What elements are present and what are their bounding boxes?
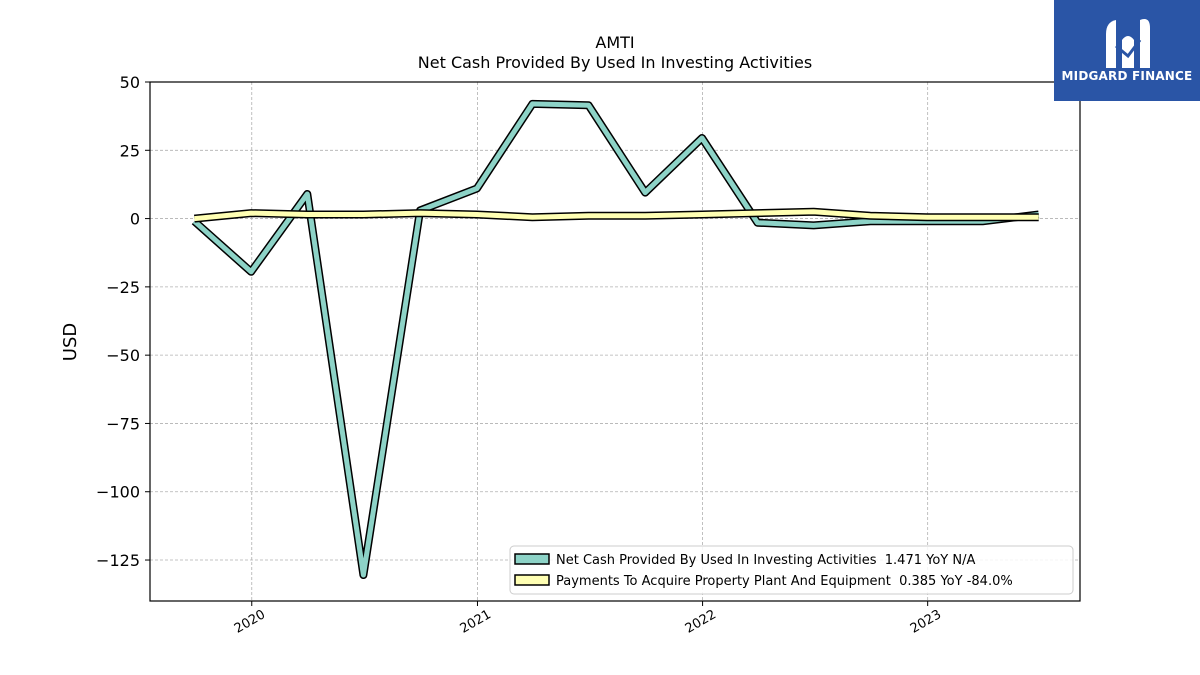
y-axis-label: USD — [60, 323, 81, 361]
brand-logo: MIDGARD FINANCE — [1054, 0, 1200, 101]
y-tick-label: −100 — [96, 483, 140, 502]
series-line-1 — [192, 101, 1040, 578]
series-outline-1 — [191, 99, 1040, 579]
y-tick-label: 25 — [120, 141, 140, 160]
y-tick-label: −125 — [96, 551, 140, 570]
brand-mark-icon — [1106, 19, 1150, 68]
y-tick-label: 50 — [120, 73, 140, 92]
grid-lines — [150, 81, 1080, 601]
plot-frame — [149, 81, 1081, 602]
y-tick-label: 0 — [130, 210, 140, 229]
series-line-2 — [194, 209, 1039, 222]
legend-swatch — [514, 574, 550, 586]
legend-box — [509, 545, 1074, 595]
x-tick-label: 2020 — [232, 607, 268, 637]
y-tick-label: −75 — [106, 414, 140, 433]
legend-label: Payments To Acquire Property Plant And E… — [556, 574, 1013, 589]
y-axis: 50 25 0 −25 −50 −75 −100 −125 — [96, 73, 150, 570]
y-tick-label: −50 — [106, 346, 140, 365]
chart-title: AMTI — [595, 33, 634, 52]
legend-label: Net Cash Provided By Used In Investing A… — [556, 553, 975, 568]
y-tick-label: −25 — [106, 278, 140, 297]
x-tick-label: 2023 — [908, 607, 944, 637]
x-tick-label: 2022 — [683, 607, 719, 637]
legend: Net Cash Provided By Used In Investing A… — [509, 545, 1074, 595]
chart-subtitle: Net Cash Provided By Used In Investing A… — [418, 53, 812, 72]
x-axis: 2020 2021 2022 2023 — [232, 601, 944, 637]
x-tick-label: 2021 — [458, 607, 494, 637]
brand-name: MIDGARD FINANCE — [1061, 69, 1193, 83]
legend-swatch — [514, 553, 550, 565]
series-layer — [191, 99, 1040, 579]
